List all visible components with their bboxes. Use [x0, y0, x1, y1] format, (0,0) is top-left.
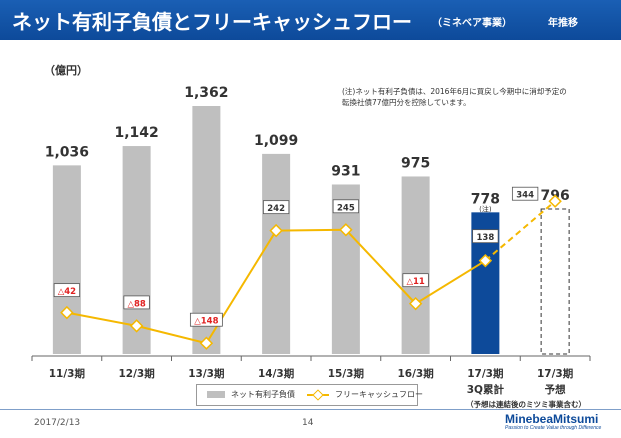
fcf-value-label: △42: [58, 287, 76, 297]
x-tick-label: 11/3期: [49, 367, 85, 380]
footer-divider: [0, 409, 621, 410]
bar-net-debt: [52, 165, 81, 354]
legend-line-label: フリーキャッシュフロー: [335, 390, 423, 399]
x-tick-label: 14/3期: [258, 367, 294, 380]
bar-net-debt: [540, 208, 570, 355]
fcf-value-label: 242: [267, 204, 285, 214]
fcf-point: [339, 223, 353, 237]
page-number: 14: [302, 418, 314, 428]
x-tick-sublabel: 予想: [545, 383, 566, 396]
x-axis-footnote: （予想は連結後のミツミ事業含む）: [466, 399, 586, 409]
fcf-label-box: [511, 186, 539, 201]
fcf-label-box: [402, 273, 429, 288]
legend: ネット有利子負債 フリーキャッシュフロー: [196, 384, 423, 406]
header-bar: ネット有利子負債とフリーキャッシュフロー （ミネベア事業） 年推移: [0, 0, 621, 40]
fcf-label-box: [262, 200, 290, 215]
legend-marker-icon: [312, 389, 324, 401]
fcf-point: [408, 296, 423, 311]
fcf-value-label: 344: [516, 191, 534, 201]
bar-value-label: 1,142: [114, 125, 158, 141]
fcf-point: [478, 253, 493, 268]
bar-net-debt: [262, 153, 291, 354]
fcf-line-forecast: [484, 200, 556, 262]
legend-bar-swatch: [207, 391, 225, 398]
bar-value-label: 1,099: [254, 133, 298, 149]
bar-value-label: 931: [331, 163, 360, 179]
logo-name: MinebeaMitsumi: [505, 412, 599, 426]
bar-value-label: 778: [471, 191, 500, 207]
fcf-label-box: [123, 295, 150, 310]
period-label: 年推移: [548, 18, 578, 29]
x-tick-sublabel: 3Q累計: [467, 383, 505, 396]
legend-bar-label: ネット有利子負債: [231, 390, 295, 399]
chart-note: (注)ネット有利子負債は、2016年6月に買戻し今期中に消却予定の 転換社債77…: [342, 86, 612, 108]
bar-value-label: 1,362: [184, 85, 228, 101]
fcf-value-label: △11: [406, 277, 424, 287]
fcf-value-label: 138: [477, 233, 495, 243]
chart: 1,0361,1421,3621,099931975778796(注)11/3期…: [31, 85, 591, 409]
page-title: ネット有利子負債とフリーキャッシュフロー: [12, 10, 412, 34]
unit-label: （億円）: [44, 64, 88, 77]
fcf-value-label: 245: [337, 203, 355, 213]
logo-tagline: Passion to Create Value through Differen…: [505, 425, 602, 431]
fcf-point: [199, 336, 214, 350]
bar-value-label: 975: [401, 155, 430, 171]
footer-date: 2017/2/13: [34, 418, 81, 428]
x-tick-label: 15/3期: [328, 367, 364, 380]
note-line: (注)ネット有利子負債は、2016年6月に買戻し今期中に消却予定の: [342, 87, 567, 96]
fcf-value-label: △88: [127, 299, 145, 309]
x-tick-label: 13/3期: [188, 367, 224, 380]
fcf-label-box: [332, 199, 360, 214]
x-tick-label: 16/3期: [397, 367, 433, 380]
fcf-point: [548, 194, 562, 208]
note-line: 転換社債77億円分を控除しています。: [342, 98, 471, 107]
bar-value-label: 1,036: [45, 144, 89, 160]
fcf-label-box: [53, 283, 81, 298]
company-logo: MinebeaMitsumi Passion to Create Value t…: [505, 412, 601, 431]
fcf-point: [269, 223, 283, 238]
x-tick-label: 17/3期: [467, 367, 503, 380]
fcf-point: [129, 319, 144, 333]
fcf-point: [60, 305, 74, 320]
bar-note-label: (注): [479, 204, 492, 213]
x-tick-label: 12/3期: [118, 367, 154, 380]
fcf-label-box: [472, 229, 499, 244]
x-tick-label: 17/3期: [537, 367, 573, 380]
fcf-value-label: △148: [194, 317, 218, 327]
bar-net-debt: [192, 106, 221, 354]
fcf-label-box: [189, 312, 223, 327]
bar-net-debt: [401, 176, 430, 354]
segment-label: （ミネベア事業）: [432, 18, 512, 29]
